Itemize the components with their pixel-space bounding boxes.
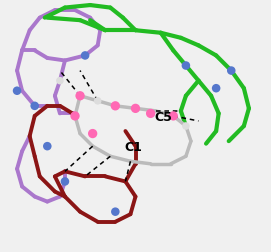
Point [171, 114, 175, 118]
Point [133, 106, 138, 110]
Point [73, 114, 77, 118]
Point [184, 64, 188, 68]
Point [113, 104, 118, 108]
Text: C1: C1 [124, 141, 142, 154]
Point [214, 86, 218, 90]
Point [63, 179, 67, 183]
Point [171, 114, 175, 118]
Point [78, 94, 82, 98]
Text: C5: C5 [154, 111, 172, 124]
Point [15, 89, 19, 93]
Point [58, 79, 62, 83]
Point [33, 104, 37, 108]
Point [229, 69, 233, 73]
Point [45, 144, 50, 148]
Point [96, 99, 100, 103]
Point [91, 132, 95, 136]
Point [83, 53, 87, 57]
Point [149, 111, 153, 115]
Point [113, 210, 118, 214]
Point [184, 124, 188, 128]
